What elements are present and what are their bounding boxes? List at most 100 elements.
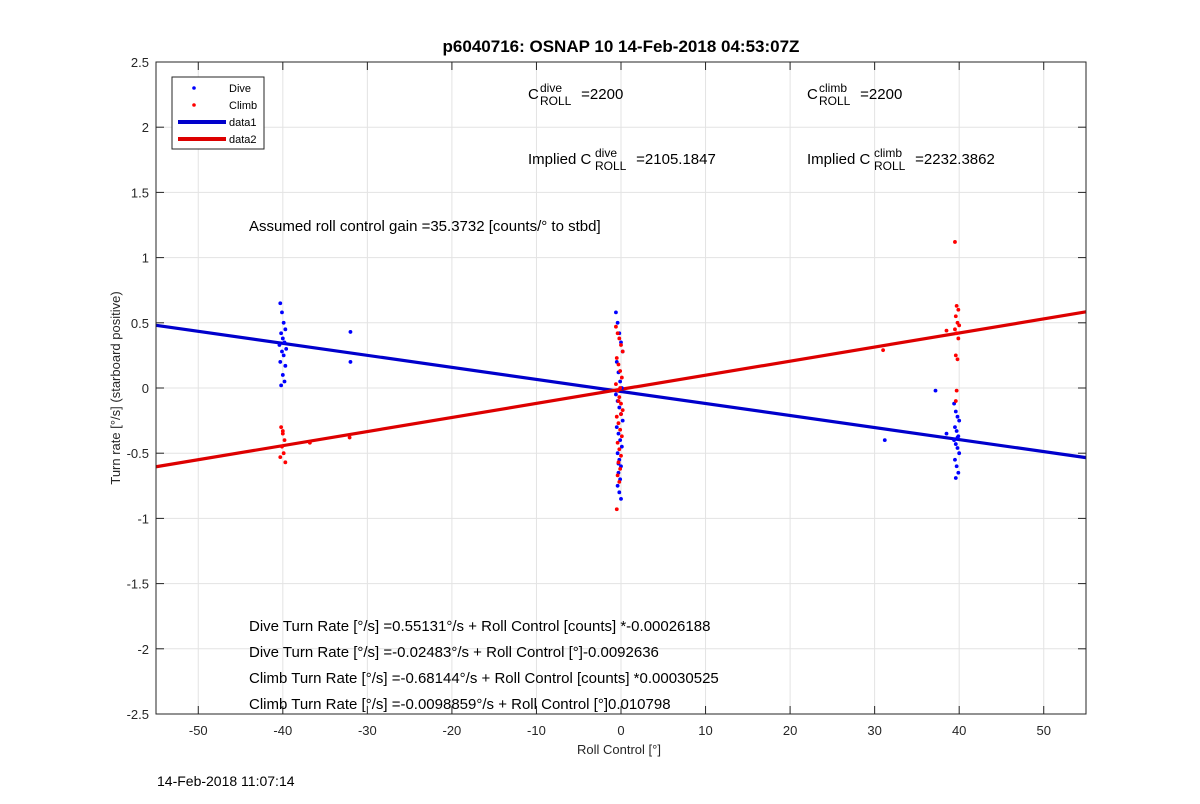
print-timestamp: 14-Feb-2018 11:07:14: [157, 773, 295, 789]
point-climb: [615, 440, 620, 445]
point-dive: [616, 431, 621, 436]
point-dive: [619, 444, 624, 449]
point-dive: [618, 438, 623, 443]
point-climb: [616, 460, 621, 465]
point-climb: [615, 331, 620, 336]
point-dive: [617, 405, 622, 410]
point-dive: [954, 464, 959, 469]
point-climb: [953, 314, 958, 319]
point-climb: [278, 455, 283, 460]
axis-ticks: -50 -40 -30 -20 -10 0 10 20 30 40 50-2.5-2-1.5-1-0…: [127, 55, 1086, 738]
point-climb: [618, 386, 623, 390]
point-climb: [616, 362, 621, 367]
point-dive: [619, 496, 623, 501]
point-dive: [957, 418, 962, 423]
svg-text:=2200: =2200: [856, 86, 902, 103]
point-climb: [282, 438, 287, 443]
point-climb: [347, 435, 352, 440]
point-dive: [955, 446, 960, 450]
point-dive: [957, 451, 962, 456]
point-climb: [283, 460, 288, 465]
point-dive: [283, 327, 288, 332]
point-climb: [956, 307, 961, 312]
implied-c-roll-dive-annotation: Implied C dive ROLL =2105.1847: [528, 146, 716, 173]
point-climb: [944, 328, 949, 333]
svg-text:C: C: [807, 86, 818, 103]
x-axis-label: Roll Control [°]: [577, 742, 661, 757]
point-climb: [281, 451, 286, 456]
point-climb: [617, 336, 622, 341]
point-dive: [614, 310, 618, 315]
point-dive: [953, 457, 957, 462]
y-tick-label: -2: [137, 642, 149, 657]
svg-text:Implied C: Implied C: [807, 151, 871, 168]
point-climb: [618, 466, 623, 471]
equation-dive-degrees: Dive Turn Rate [°/s] =-0.02483°/s + Roll…: [249, 644, 659, 661]
legend: Dive Climb data1 data2: [171, 76, 265, 150]
point-dive: [282, 340, 287, 345]
x-tick-label: 40: [952, 723, 966, 738]
point-climb: [617, 447, 622, 452]
point-climb: [617, 479, 622, 484]
point-dive: [279, 331, 284, 336]
svg-text:ROLL: ROLL: [819, 94, 851, 108]
point-dive: [614, 392, 618, 397]
point-climb: [280, 444, 284, 449]
point-dive: [620, 418, 625, 423]
x-tick-label: 0: [617, 723, 624, 738]
point-dive: [614, 425, 619, 430]
x-tick-label: 30: [867, 723, 881, 738]
x-tick-label: 50: [1036, 723, 1050, 738]
legend-marker-dive: [192, 86, 196, 90]
point-climb: [953, 327, 957, 332]
point-dive: [882, 438, 887, 443]
x-tick-label: 20: [783, 723, 797, 738]
point-climb: [881, 348, 885, 353]
point-climb: [953, 353, 958, 358]
svg-text:dive: dive: [595, 146, 617, 160]
legend-label-data2: data2: [229, 134, 257, 146]
point-dive: [278, 360, 283, 364]
point-dive: [615, 483, 620, 488]
equation-dive-counts: Dive Turn Rate [°/s] =0.55131°/s + Roll …: [249, 618, 710, 635]
point-dive: [283, 363, 288, 368]
y-tick-label: 1.5: [131, 185, 149, 200]
point-dive: [955, 435, 960, 440]
c-roll-dive-annotation: C dive ROLL =2200: [528, 81, 623, 108]
point-dive: [279, 383, 284, 388]
equation-climb-degrees: Climb Turn Rate [°/s] =-0.0098859°/s + R…: [249, 696, 671, 713]
point-dive: [955, 414, 960, 419]
point-dive: [956, 470, 961, 475]
c-roll-climb-annotation: C climb ROLL =2200: [807, 81, 902, 108]
roll-gain-annotation: Assumed roll control gain =35.3732 [coun…: [249, 218, 601, 235]
point-climb: [953, 240, 957, 244]
point-dive: [280, 373, 285, 377]
equation-climb-counts: Climb Turn Rate [°/s] =-0.68144°/s + Rol…: [249, 670, 719, 687]
point-climb: [616, 399, 621, 403]
fit-line-data1: [155, 323, 1087, 460]
legend-label-climb: Climb: [229, 100, 257, 112]
point-climb: [620, 349, 625, 354]
point-climb: [617, 395, 622, 400]
y-tick-label: -1: [137, 511, 149, 526]
svg-text:C: C: [528, 86, 539, 103]
svg-text:ROLL: ROLL: [540, 94, 572, 108]
point-dive: [952, 438, 957, 443]
data-points: [277, 240, 962, 512]
point-dive: [348, 360, 353, 364]
point-dive: [953, 442, 958, 446]
y-tick-label: 2: [142, 120, 149, 135]
point-dive: [348, 330, 353, 334]
point-dive: [278, 301, 283, 306]
point-climb: [614, 507, 619, 512]
y-axis-label: Turn rate [°/s] (starboard positive): [108, 291, 123, 484]
x-tick-label: -50: [189, 723, 208, 738]
legend-label-data1: data1: [229, 117, 257, 129]
point-climb: [614, 382, 618, 386]
point-climb: [956, 336, 961, 341]
point-climb: [614, 414, 619, 419]
point-dive: [954, 429, 959, 433]
point-climb: [279, 425, 284, 430]
point-dive: [933, 388, 938, 393]
x-tick-label: -20: [443, 723, 462, 738]
